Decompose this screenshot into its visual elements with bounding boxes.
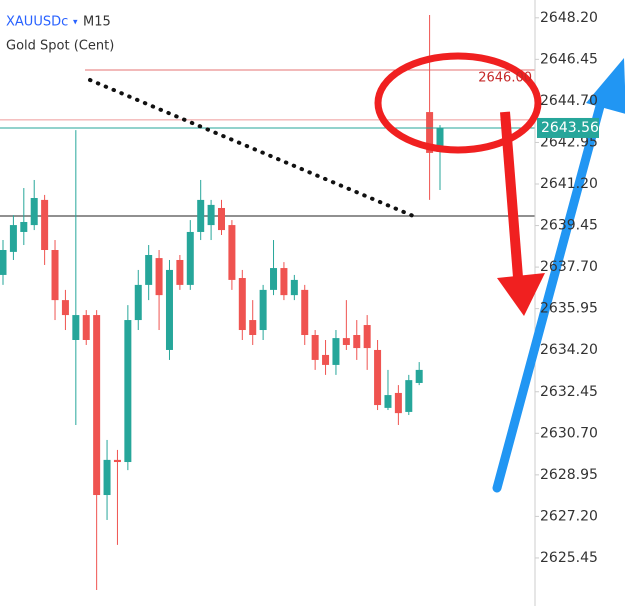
plot-area bbox=[0, 14, 539, 590]
candle-body bbox=[405, 380, 413, 412]
candle-body bbox=[394, 392, 402, 414]
y-tick-label: 2646.45 bbox=[540, 51, 598, 67]
price-level-label: 2646.00 bbox=[478, 71, 532, 86]
candle-body bbox=[374, 349, 382, 406]
candle-body bbox=[155, 258, 163, 296]
candle-body bbox=[41, 199, 49, 251]
candle-body bbox=[30, 198, 38, 226]
candle-body bbox=[228, 225, 236, 280]
symbol: XAUUSDc bbox=[6, 15, 68, 30]
candle-body bbox=[270, 268, 278, 290]
candle-body bbox=[218, 207, 225, 231]
y-tick-label: 2639.45 bbox=[540, 218, 598, 234]
candle-body bbox=[249, 320, 257, 336]
candle-body bbox=[259, 289, 267, 331]
candle-body bbox=[82, 315, 90, 340]
y-tick-label: 2625.45 bbox=[540, 550, 598, 566]
y-tick-label: 2644.70 bbox=[540, 93, 598, 109]
candle-body bbox=[124, 320, 132, 463]
timeframe: M15 bbox=[83, 15, 111, 30]
candle-body bbox=[280, 268, 288, 296]
up-arrow-shaft bbox=[492, 90, 608, 493]
candle-body bbox=[342, 338, 350, 345]
down-arrow-head bbox=[497, 273, 545, 316]
candle-body bbox=[426, 112, 434, 153]
y-tick-label: 2632.45 bbox=[540, 384, 598, 400]
candle-body bbox=[0, 250, 7, 275]
down-arrow-shaft bbox=[500, 111, 524, 291]
candle-body bbox=[186, 231, 194, 285]
candle-body bbox=[176, 259, 184, 285]
candle-body bbox=[322, 354, 330, 365]
candle-body bbox=[332, 338, 340, 365]
candle-body bbox=[238, 278, 246, 331]
candle-body bbox=[103, 459, 111, 496]
up-arrow-head bbox=[586, 58, 625, 114]
candle-body bbox=[290, 279, 298, 296]
candle-body bbox=[363, 325, 371, 349]
current-price-label: 2643.56 bbox=[541, 120, 599, 136]
candle-body bbox=[197, 199, 205, 232]
candle-body bbox=[353, 335, 361, 349]
candle-body bbox=[311, 335, 319, 360]
y-tick-label: 2634.20 bbox=[540, 342, 598, 358]
y-tick-label: 2630.70 bbox=[540, 425, 598, 441]
candle-body bbox=[61, 300, 69, 316]
subtitle: Gold Spot (Cent) bbox=[6, 39, 114, 54]
dropdown-icon[interactable]: ▾ bbox=[73, 18, 78, 28]
y-tick-label: 2628.95 bbox=[540, 467, 598, 483]
candle-body bbox=[72, 315, 80, 340]
y-tick-label: 2641.20 bbox=[540, 176, 598, 192]
candle-body bbox=[145, 254, 153, 285]
candle-body bbox=[165, 269, 173, 350]
candle-body bbox=[51, 250, 59, 301]
trend-line-drawing bbox=[88, 78, 420, 220]
candle-body bbox=[134, 284, 142, 321]
candle-body bbox=[436, 127, 444, 152]
y-tick-label: 2642.95 bbox=[540, 134, 598, 150]
current-price-box bbox=[537, 117, 599, 138]
candle-body bbox=[384, 395, 392, 408]
candle-body bbox=[301, 289, 309, 336]
y-tick-label: 2635.95 bbox=[540, 301, 598, 317]
y-tick-label: 2627.20 bbox=[540, 508, 598, 524]
candle-body bbox=[207, 204, 215, 226]
circle-drawing bbox=[374, 52, 542, 154]
candle-body bbox=[415, 369, 423, 383]
candle-body bbox=[9, 225, 17, 252]
candle-body bbox=[113, 459, 121, 463]
y-tick-label: 2637.70 bbox=[540, 259, 598, 275]
y-tick-label: 2648.20 bbox=[540, 10, 598, 26]
candle-body bbox=[20, 221, 28, 232]
candle-body bbox=[93, 315, 101, 496]
